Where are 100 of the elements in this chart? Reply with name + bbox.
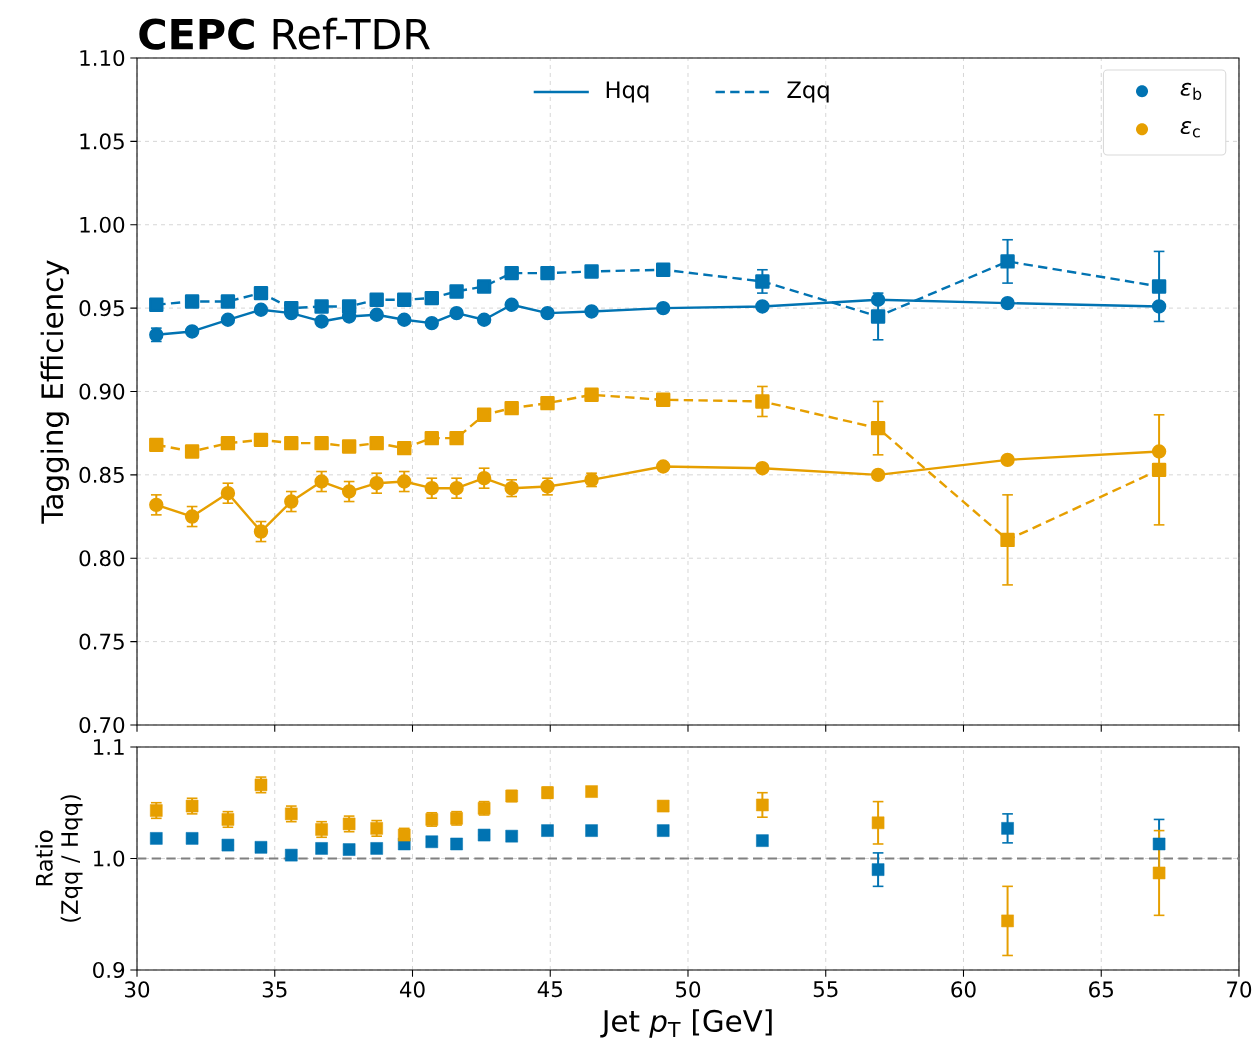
point — [284, 435, 299, 451]
point — [449, 430, 464, 446]
point — [314, 299, 329, 314]
point — [1000, 254, 1015, 269]
point — [369, 307, 384, 322]
x-tick-label: 55 — [813, 981, 838, 998]
point — [150, 832, 163, 845]
x-tick-label: 35 — [262, 981, 287, 998]
point — [369, 476, 384, 491]
point — [656, 459, 671, 474]
point — [314, 314, 329, 329]
point — [870, 420, 886, 436]
point — [476, 407, 492, 423]
point — [284, 300, 299, 316]
point — [341, 439, 357, 454]
point — [504, 265, 519, 281]
legend-label: Hqq — [606, 81, 649, 103]
point — [397, 312, 412, 327]
point — [1151, 299, 1167, 314]
point — [221, 838, 235, 852]
point — [871, 816, 885, 830]
point — [540, 305, 555, 321]
point — [220, 294, 236, 309]
point — [253, 524, 269, 539]
point — [870, 309, 886, 324]
point — [1000, 452, 1015, 468]
point — [504, 400, 519, 416]
point — [424, 315, 439, 331]
point — [756, 834, 769, 847]
point — [755, 461, 770, 476]
point — [253, 302, 269, 317]
y-tick-label: 1.00 — [80, 216, 125, 233]
point — [220, 486, 236, 501]
point — [341, 484, 357, 499]
y-tick-label: 0.70 — [79, 716, 125, 734]
point — [756, 798, 769, 812]
point — [450, 837, 463, 851]
point — [476, 312, 492, 327]
point — [253, 285, 269, 301]
point — [584, 387, 599, 403]
y-tick-label: 0.85 — [79, 466, 124, 483]
point — [1000, 295, 1015, 311]
y-tick-label: 0.95 — [79, 300, 124, 317]
point — [755, 299, 770, 314]
point — [424, 290, 439, 306]
y-tick-label: 1.1 — [94, 739, 124, 755]
point — [254, 841, 268, 854]
y-tick-label: 1.0 — [94, 850, 125, 867]
legend-label: ε$_{b}$ — [1180, 82, 1202, 100]
point — [184, 324, 200, 339]
point — [342, 843, 356, 856]
y-axis-title: Tagging Efficiency — [40, 260, 69, 524]
point — [341, 299, 357, 314]
point — [584, 264, 599, 279]
point — [585, 824, 598, 837]
point — [1152, 837, 1166, 851]
y-tick-label: 1.05 — [80, 133, 124, 150]
point — [476, 471, 492, 486]
point — [656, 799, 670, 813]
point — [656, 392, 671, 408]
point — [505, 829, 518, 843]
legend-label: Zqq — [787, 81, 829, 103]
point — [184, 294, 200, 309]
x-tick-label: 45 — [537, 981, 562, 998]
x-tick-label: 70 — [1227, 981, 1252, 998]
point — [149, 437, 164, 453]
point — [424, 481, 439, 496]
point — [755, 394, 770, 409]
point — [504, 297, 519, 312]
x-tick-label: 65 — [1089, 981, 1113, 998]
point — [871, 863, 885, 876]
point — [220, 435, 236, 451]
point — [397, 292, 412, 307]
point — [755, 274, 770, 289]
point — [397, 474, 412, 489]
point — [870, 292, 886, 307]
point — [449, 481, 464, 496]
point — [149, 297, 164, 312]
point — [424, 430, 439, 446]
point — [369, 435, 384, 451]
point — [1001, 822, 1014, 835]
point — [397, 828, 411, 842]
x-axis-title: Jet p$_{T}$ [GeV] — [600, 1009, 772, 1038]
x-tick-label: 30 — [125, 981, 150, 998]
point — [1152, 866, 1166, 880]
point — [284, 494, 299, 509]
point — [540, 395, 555, 411]
point — [185, 832, 199, 845]
point — [1151, 279, 1167, 294]
y-axis-title: Ratio (Zqq / Hqq) — [35, 795, 83, 922]
y-tick-label: 1.10 — [80, 49, 125, 67]
y-tick-label: 0.9 — [93, 961, 125, 979]
point — [1151, 462, 1167, 478]
point — [870, 467, 886, 483]
point — [1151, 444, 1167, 459]
point — [1000, 532, 1015, 548]
point — [315, 842, 328, 855]
point — [584, 304, 599, 319]
y-tick-label: 0.75 — [79, 633, 124, 650]
point — [314, 435, 329, 451]
